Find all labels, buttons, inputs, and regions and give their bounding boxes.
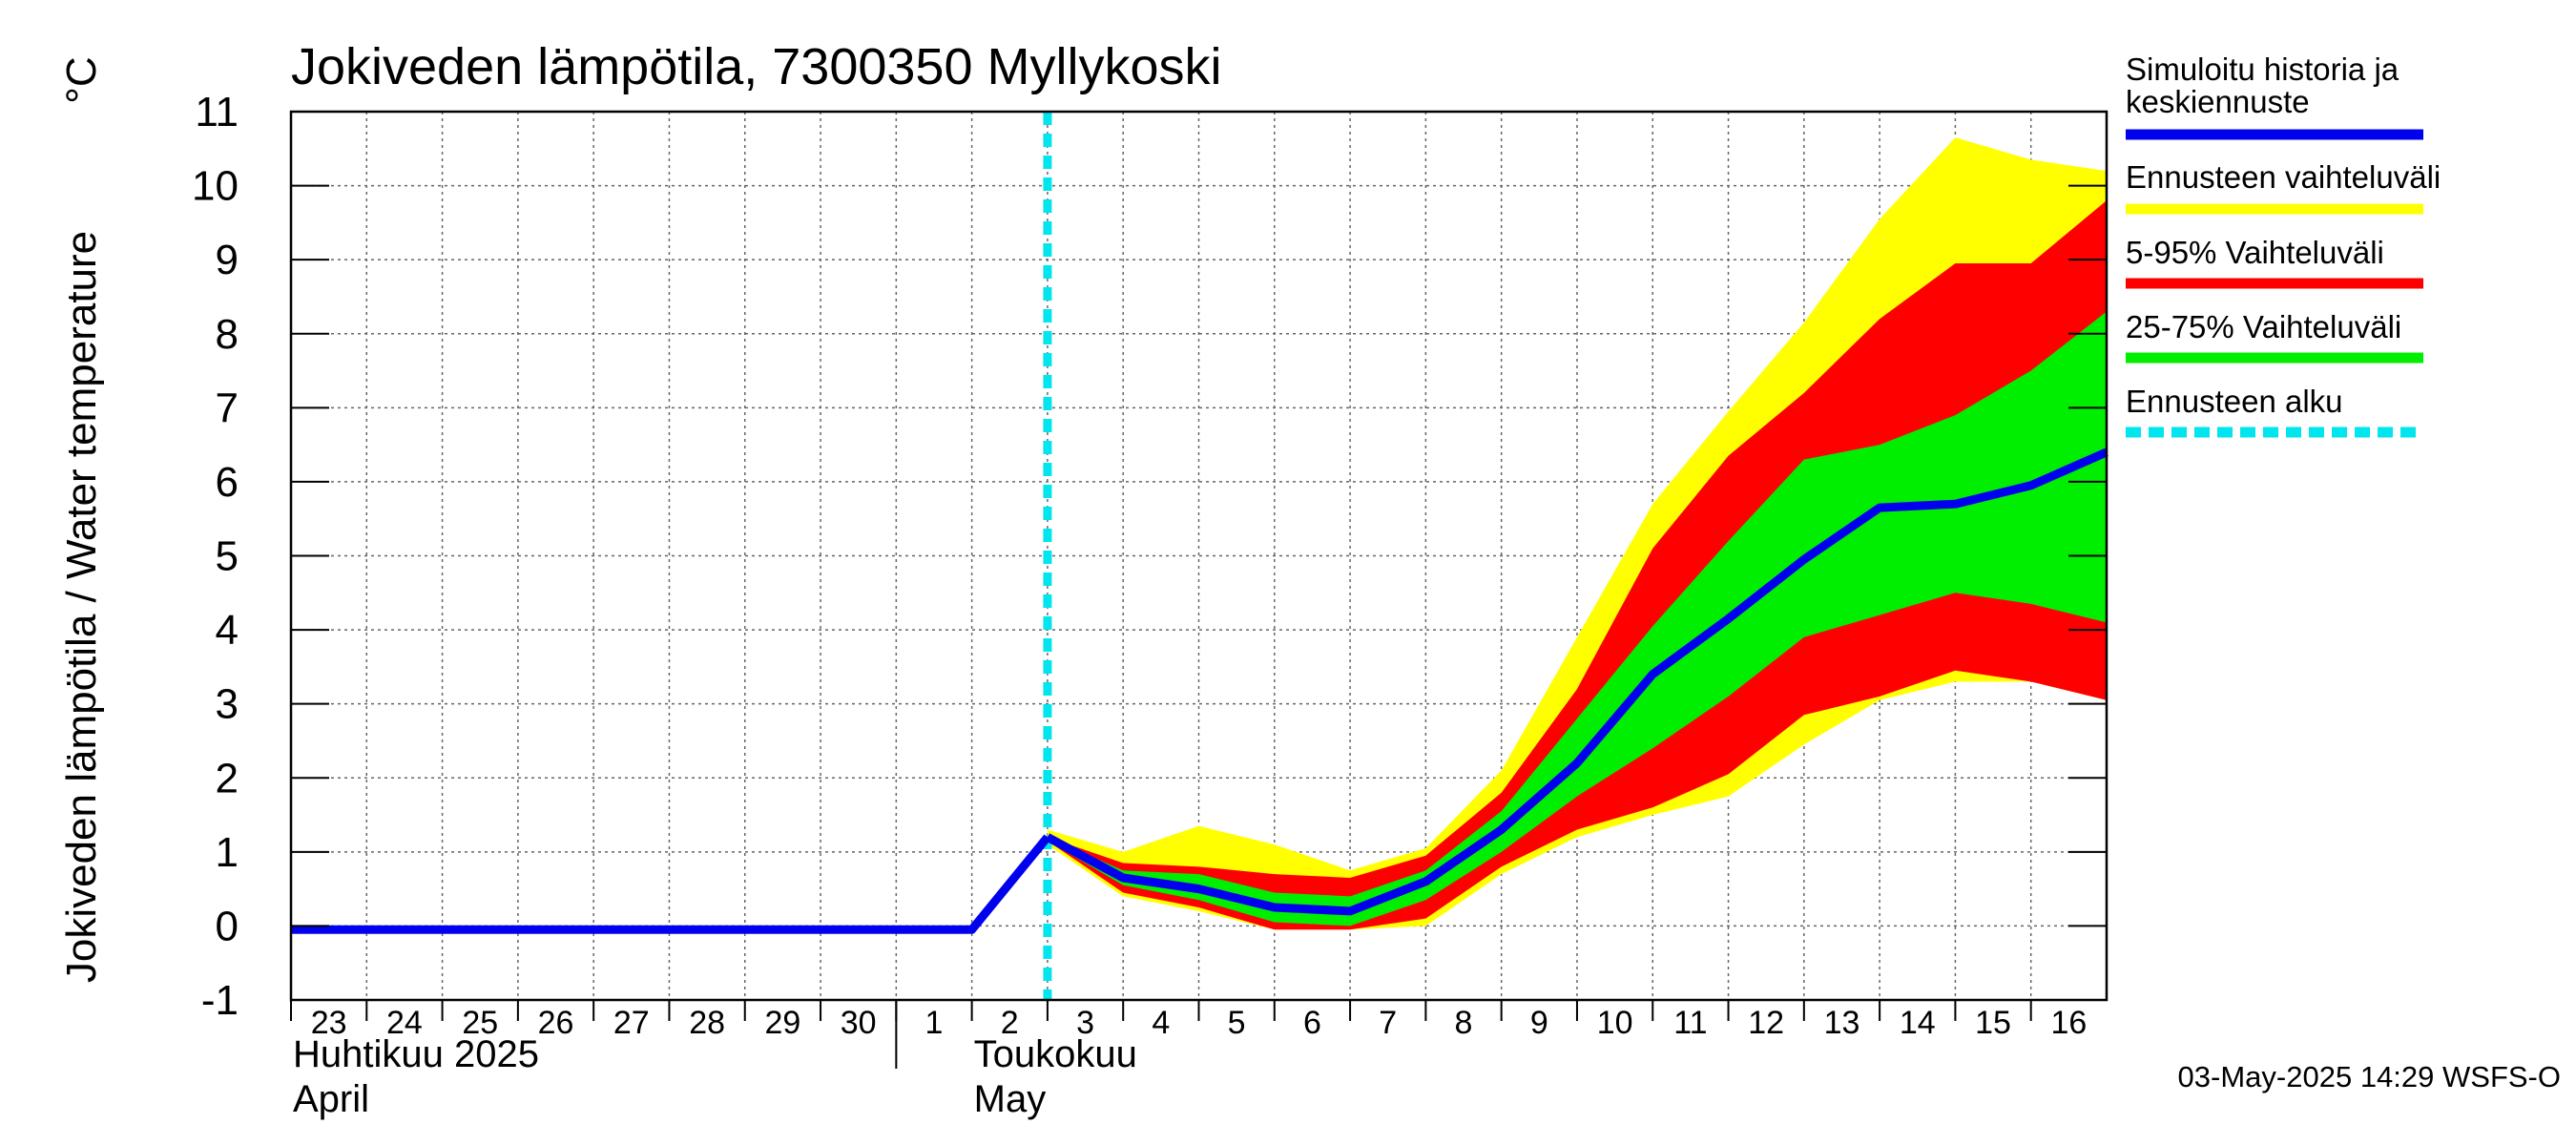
y-tick-label: 6 [216, 459, 239, 506]
x-tick-label: 14 [1900, 1005, 1936, 1041]
legend-label: Ennusteen vaihteluväli [2126, 159, 2441, 195]
x-tick-label: 28 [689, 1005, 725, 1041]
y-tick-label: 3 [216, 681, 239, 728]
y-tick-label: 10 [192, 163, 239, 210]
legend-label: 25-75% Vaihteluväli [2126, 309, 2401, 344]
x-tick-label: 6 [1303, 1005, 1321, 1041]
timestamp: 03-May-2025 14:29 WSFS-O [2178, 1060, 2561, 1093]
y-axis-unit: °C [58, 56, 105, 103]
x-tick-label: 11 [1673, 1005, 1707, 1041]
y-tick-label: 9 [216, 237, 239, 283]
x-tick-label: 26 [538, 1005, 574, 1041]
x-tick-label: 27 [613, 1005, 650, 1041]
median-forecast-line [1045, 448, 2109, 916]
x-tick-label: 10 [1597, 1005, 1633, 1041]
month-label-fi: Huhtikuu 2025 [293, 1033, 539, 1075]
band-25-75-vaihteluv-li [1047, 311, 2107, 926]
x-tick-label: 24 [386, 1005, 423, 1041]
y-axis-label: Jokiveden lämpötila / Water temperature [58, 231, 105, 983]
x-tick-label: 8 [1455, 1005, 1473, 1041]
y-tick-label: 8 [216, 311, 239, 358]
x-tick-label: 3 [1076, 1005, 1094, 1041]
legend-label: 5-95% Vaihteluväli [2126, 235, 2384, 270]
y-tick-label: 4 [216, 607, 239, 654]
y-tick-label: 1 [216, 829, 239, 876]
x-tick-label: 13 [1824, 1005, 1860, 1041]
forecast-bands [1047, 137, 2107, 930]
legend-label: keskiennuste [2126, 84, 2310, 119]
x-tick-label: 7 [1379, 1005, 1397, 1041]
y-tick-label: -1 [201, 977, 239, 1024]
legend-label: Simuloitu historia ja [2126, 52, 2399, 87]
x-tick-label: 15 [1975, 1005, 2011, 1041]
x-tick-label: 25 [462, 1005, 498, 1041]
x-tick-label: 5 [1228, 1005, 1246, 1041]
y-tick-label: 7 [216, 385, 239, 431]
month-label-en: May [974, 1078, 1047, 1120]
month-label-en: April [293, 1078, 369, 1120]
x-tick-label: 30 [841, 1005, 877, 1041]
y-tick-label: 0 [216, 903, 239, 949]
x-tick-label: 29 [764, 1005, 800, 1041]
x-tick-label: 2 [1001, 1005, 1019, 1041]
y-tick-label: 5 [216, 533, 239, 580]
series-lines [291, 112, 2109, 1000]
x-tick-label: 16 [2050, 1005, 2087, 1041]
x-tick-label: 4 [1152, 1005, 1170, 1041]
x-tick-label: 23 [311, 1005, 347, 1041]
y-tick-label: 2 [216, 755, 239, 802]
legend-label: Ennusteen alku [2126, 384, 2343, 419]
x-tick-label: 9 [1530, 1005, 1548, 1041]
x-tick-label: 12 [1748, 1005, 1784, 1041]
y-tick-label: 11 [195, 89, 239, 135]
band-5-95-vaihteluv-li [1047, 200, 2107, 930]
history-line [291, 834, 1051, 934]
chart-title: Jokiveden lämpötila, 7300350 Myllykoski [291, 38, 1222, 95]
month-label-fi: Toukokuu [974, 1033, 1137, 1075]
x-tick-label: 1 [925, 1005, 944, 1041]
band-ennusteen-vaihteluv-li [1047, 137, 2107, 930]
